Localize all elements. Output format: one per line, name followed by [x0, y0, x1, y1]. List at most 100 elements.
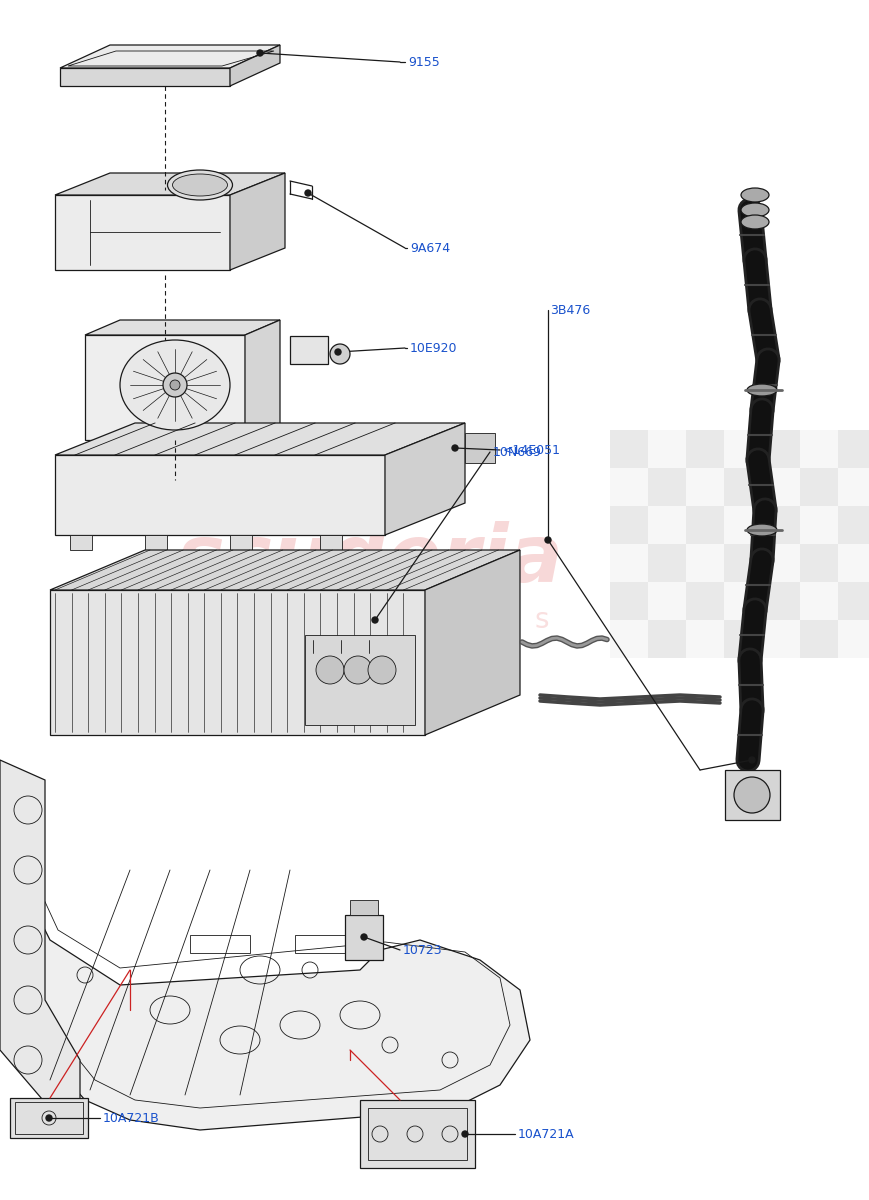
Bar: [723, 620, 761, 658]
Bar: [761, 582, 799, 620]
Ellipse shape: [746, 384, 776, 396]
Bar: [609, 430, 647, 468]
Polygon shape: [349, 900, 377, 914]
Text: 10A721A: 10A721A: [517, 1128, 574, 1140]
Circle shape: [452, 445, 457, 451]
Circle shape: [361, 934, 367, 940]
Text: 10723: 10723: [402, 943, 442, 956]
Text: 10E920: 10E920: [409, 342, 457, 354]
Ellipse shape: [120, 340, 229, 430]
Text: 9155: 9155: [408, 55, 439, 68]
Polygon shape: [85, 335, 245, 440]
Circle shape: [733, 778, 769, 814]
Bar: [295, 935, 355, 953]
Bar: [647, 582, 686, 620]
Bar: [723, 582, 761, 620]
Polygon shape: [60, 44, 280, 68]
Polygon shape: [60, 68, 229, 86]
Polygon shape: [360, 1100, 474, 1168]
Circle shape: [329, 344, 349, 364]
Polygon shape: [385, 422, 464, 535]
Circle shape: [748, 757, 754, 763]
Bar: [723, 430, 761, 468]
Ellipse shape: [740, 188, 768, 202]
Polygon shape: [55, 194, 229, 270]
Bar: [837, 544, 869, 582]
Polygon shape: [245, 320, 280, 440]
Bar: [686, 430, 723, 468]
Circle shape: [343, 656, 372, 684]
Bar: [837, 620, 869, 658]
Bar: [647, 620, 686, 658]
Bar: [799, 582, 837, 620]
Polygon shape: [50, 550, 520, 590]
Bar: [189, 935, 249, 953]
Circle shape: [315, 656, 343, 684]
Bar: [761, 430, 799, 468]
Polygon shape: [229, 173, 285, 270]
Bar: [837, 430, 869, 468]
Bar: [609, 620, 647, 658]
Polygon shape: [305, 635, 415, 725]
Bar: [723, 468, 761, 506]
Bar: [837, 506, 869, 544]
Bar: [647, 430, 686, 468]
Polygon shape: [145, 535, 167, 550]
Ellipse shape: [168, 170, 232, 200]
Bar: [837, 468, 869, 506]
Polygon shape: [0, 760, 80, 1126]
Polygon shape: [345, 914, 382, 960]
Circle shape: [335, 349, 341, 355]
Bar: [723, 506, 761, 544]
Circle shape: [544, 538, 550, 542]
Text: c  a  r  p  a  r  t  s: c a r p a r t s: [310, 606, 549, 634]
Bar: [647, 544, 686, 582]
Text: <14E051: <14E051: [502, 444, 561, 456]
Bar: [761, 620, 799, 658]
Polygon shape: [10, 1098, 88, 1138]
Circle shape: [305, 190, 310, 196]
Circle shape: [256, 50, 262, 56]
Bar: [761, 506, 799, 544]
Circle shape: [163, 373, 187, 397]
Bar: [647, 468, 686, 506]
Ellipse shape: [740, 215, 768, 229]
Polygon shape: [229, 535, 252, 550]
Bar: [686, 544, 723, 582]
Polygon shape: [55, 455, 385, 535]
Bar: [761, 544, 799, 582]
Polygon shape: [15, 870, 529, 1130]
Polygon shape: [50, 590, 425, 734]
Circle shape: [368, 656, 395, 684]
Circle shape: [372, 617, 377, 623]
Polygon shape: [289, 336, 328, 364]
Bar: [609, 468, 647, 506]
Bar: [837, 582, 869, 620]
Bar: [609, 544, 647, 582]
Polygon shape: [425, 550, 520, 734]
Polygon shape: [70, 535, 92, 550]
Bar: [799, 506, 837, 544]
Circle shape: [46, 1115, 52, 1121]
Text: scuderia: scuderia: [176, 521, 563, 599]
Text: 9A674: 9A674: [409, 241, 449, 254]
Bar: [609, 506, 647, 544]
Polygon shape: [320, 535, 342, 550]
Circle shape: [461, 1130, 468, 1138]
Bar: [799, 544, 837, 582]
Bar: [799, 430, 837, 468]
Bar: [686, 582, 723, 620]
Bar: [723, 544, 761, 582]
Text: 10N669: 10N669: [493, 445, 541, 458]
Bar: [609, 582, 647, 620]
Polygon shape: [229, 44, 280, 86]
Polygon shape: [55, 422, 464, 455]
Bar: [686, 468, 723, 506]
Ellipse shape: [746, 524, 776, 536]
Polygon shape: [55, 173, 285, 194]
Bar: [799, 468, 837, 506]
Ellipse shape: [740, 203, 768, 217]
Text: 10A721B: 10A721B: [103, 1111, 160, 1124]
Polygon shape: [85, 320, 280, 335]
Polygon shape: [464, 433, 494, 463]
